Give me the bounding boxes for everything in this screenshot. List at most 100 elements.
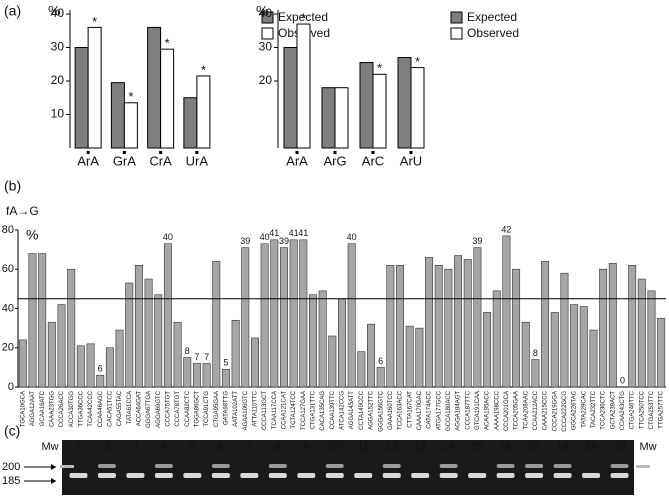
band (183, 473, 202, 478)
bar-label: 7 (194, 352, 199, 362)
x-tick-label: GGGA156GTC (378, 390, 384, 431)
y-tick-label: 40 (2, 302, 14, 314)
x-tick-label: ACCA64GAT (136, 391, 142, 427)
x-tick-label: TTCA250TCC (639, 390, 645, 429)
panel-label: (a) (4, 3, 21, 19)
bar (202, 363, 211, 388)
lane-label: 6 (218, 441, 224, 453)
bar (425, 257, 434, 388)
x-tick-label: CAAA23TGG (49, 391, 55, 427)
bar (637, 278, 646, 388)
x-tick-label: ATTA110TTC (253, 390, 259, 426)
bar (463, 259, 472, 388)
x-tick-label: GATA98TTG (224, 391, 230, 425)
x-tick-label: TGGA86GCT (195, 391, 201, 428)
legend-swatch (261, 27, 274, 40)
x-tick-label: TGCA10GCA (20, 391, 26, 427)
x-tick-label: TCTA124TCC (291, 390, 297, 428)
x-tick-label: AGGA69GTC (156, 390, 162, 427)
legend-label: Expected (467, 10, 517, 24)
band (154, 464, 173, 468)
x-tick-label: CCAA121CAT (282, 391, 288, 430)
x-tick-label: CCAA46AGC (98, 390, 104, 427)
chart-title: fA→G (6, 204, 39, 218)
lane-label: Mw (639, 441, 656, 453)
x-tick-label: GCAA16ATC (40, 390, 46, 426)
x-tick-label: AATA102ATT (233, 391, 239, 427)
x-tick-label: GCCA180ACC (446, 390, 452, 431)
bar (415, 327, 424, 388)
y-tick-label: 0 (8, 381, 14, 393)
x-tick-label: TTGA257TTC (659, 390, 665, 428)
bar (396, 265, 405, 388)
y-tick-label: 20 (2, 342, 14, 354)
y-tick-label: 20 (259, 73, 273, 87)
x-tick-label: ArC (362, 153, 384, 168)
bar (183, 97, 198, 149)
band (525, 464, 544, 468)
bar (74, 47, 89, 149)
bar (579, 306, 588, 388)
band (411, 473, 430, 478)
legend-swatch (261, 11, 274, 24)
significance-marker: * (415, 54, 420, 69)
band (610, 464, 629, 468)
x-tick-label: GGCA226TAC (572, 390, 578, 430)
bar (196, 75, 211, 149)
x-tick-label: ArG (323, 153, 346, 168)
dot (409, 151, 413, 154)
bar-label: 6 (378, 356, 383, 366)
band (553, 473, 572, 478)
band (268, 464, 287, 468)
band (69, 473, 88, 478)
band (297, 473, 316, 478)
bar (589, 329, 598, 388)
bar (154, 294, 163, 388)
band (468, 473, 487, 478)
bar (410, 67, 425, 149)
bar (473, 247, 482, 388)
bar-label: 41 (298, 228, 308, 238)
bar (309, 294, 317, 388)
bar-label: 39 (279, 236, 289, 246)
size-marker: 200 (2, 461, 20, 473)
lane-label: 10 (329, 441, 341, 453)
band (268, 473, 287, 478)
y-tick-label: 10 (51, 107, 65, 121)
x-tick-label: ACAA195ACC (485, 390, 491, 430)
lane-label: 13 (414, 441, 426, 453)
y-tick-label: 80 (2, 224, 14, 236)
lane-label: Mw (41, 441, 58, 453)
x-tick-label: TATA229CAC (581, 390, 587, 427)
bar (221, 369, 230, 388)
bar (647, 290, 656, 388)
lane-label: 17 (528, 441, 540, 453)
x-tick-label: AGGA145ATT (349, 391, 355, 430)
lane-label: 14 (443, 441, 455, 453)
bar (372, 73, 387, 149)
bar (347, 243, 356, 388)
bar (338, 298, 346, 388)
x-tick-label: AGAA106GTC (243, 390, 249, 430)
bar (125, 282, 134, 388)
y-axis-label: % (26, 227, 38, 243)
band (211, 473, 230, 478)
bar (76, 345, 85, 388)
x-tick-label: TTGA36CCC (78, 390, 84, 426)
x-tick-label: GAAA160TCC (388, 390, 394, 430)
x-tick-label: CTTA167CAT (407, 391, 413, 428)
bar (367, 323, 375, 388)
bar-label: 41 (289, 228, 299, 238)
bar (231, 319, 240, 388)
x-tick-label: TCCA127GAA (301, 391, 307, 430)
size-marker: 185 (2, 475, 20, 487)
x-tick-label: CCAA243CTG (620, 391, 626, 431)
x-tick-label: CACA135CAG (320, 391, 326, 431)
bar-label: 39 (240, 236, 250, 246)
bar-label: 5 (223, 358, 228, 368)
x-tick-label: CCTA149CCC (359, 390, 365, 430)
bar (115, 329, 124, 388)
legend-swatch (450, 27, 463, 40)
x-tick-label: CTGA131TTC (311, 390, 317, 429)
arrow-head (51, 464, 56, 470)
